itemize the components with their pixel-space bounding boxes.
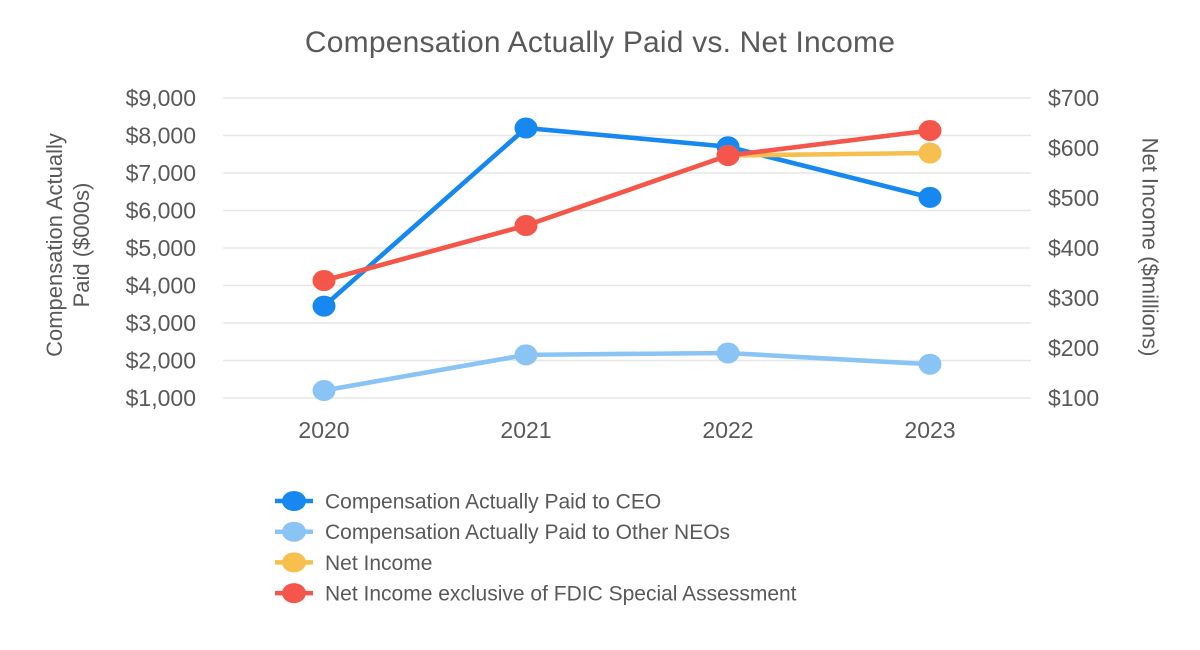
chart-title: Compensation Actually Paid vs. Net Incom… (304, 26, 896, 59)
data-point-1-2020 (312, 380, 336, 401)
data-point-0-2021 (514, 117, 538, 139)
right-axis-tick-label: $700 (1048, 85, 1099, 111)
data-point-1-2021 (514, 344, 538, 366)
series-line-0 (322, 125, 931, 308)
legend-item-label: Net Income (325, 552, 432, 575)
legend-item-label: Compensation Actually Paid to CEO (325, 491, 661, 514)
series-line-2 (323, 150, 931, 283)
x-axis-tick-label: 2022 (702, 417, 753, 443)
left-axis-tick-label: $2,000 (126, 348, 196, 374)
data-point-1-2023 (918, 353, 942, 375)
right-axis-tick-label: $500 (1048, 185, 1099, 211)
right-axis-tick-label: $100 (1048, 385, 1099, 411)
data-point-0-2023 (918, 186, 942, 208)
x-axis-tick-label: 2023 (904, 417, 955, 443)
data-point-3-2022 (716, 145, 740, 166)
data-point-3-2021 (514, 215, 538, 236)
series-line-3 (323, 128, 931, 283)
series-line-1 (323, 350, 931, 393)
right-axis-tick-label: $300 (1048, 285, 1099, 311)
left-axis-tick-label: $3,000 (126, 310, 196, 336)
data-point-2-2023 (918, 142, 942, 164)
right-axis-tick-label: $600 (1048, 135, 1099, 161)
legend-marker-icon (282, 491, 306, 511)
legend-marker-icon (282, 583, 306, 604)
legend-item-label: Net Income exclusive of FDIC Special Ass… (325, 583, 797, 606)
left-axis-tick-label: $5,000 (126, 235, 196, 261)
x-axis-tick-label: 2021 (500, 417, 551, 443)
legend-item-label: Compensation Actually Paid to Other NEOs (325, 521, 730, 544)
right-axis-tick-label: $400 (1048, 235, 1099, 261)
x-axis-tick-label: 2020 (298, 417, 349, 443)
left-axis-tick-label: $6,000 (126, 198, 196, 224)
right-axis-tick-label: $200 (1048, 335, 1099, 361)
legend-marker-icon (282, 552, 306, 573)
legend-marker-icon (282, 521, 306, 542)
left-axis-tick-label: $1,000 (126, 385, 196, 411)
data-point-3-2020 (312, 270, 336, 291)
left-axis-tick-label: $4,000 (126, 273, 196, 299)
left-axis-tick-label: $8,000 (126, 123, 196, 149)
left-axis-tick-label: $7,000 (126, 160, 196, 186)
data-point-0-2020 (312, 295, 336, 317)
data-point-3-2023 (918, 120, 942, 141)
left-axis-tick-label: $9,000 (126, 85, 196, 111)
data-point-1-2022 (716, 342, 740, 364)
